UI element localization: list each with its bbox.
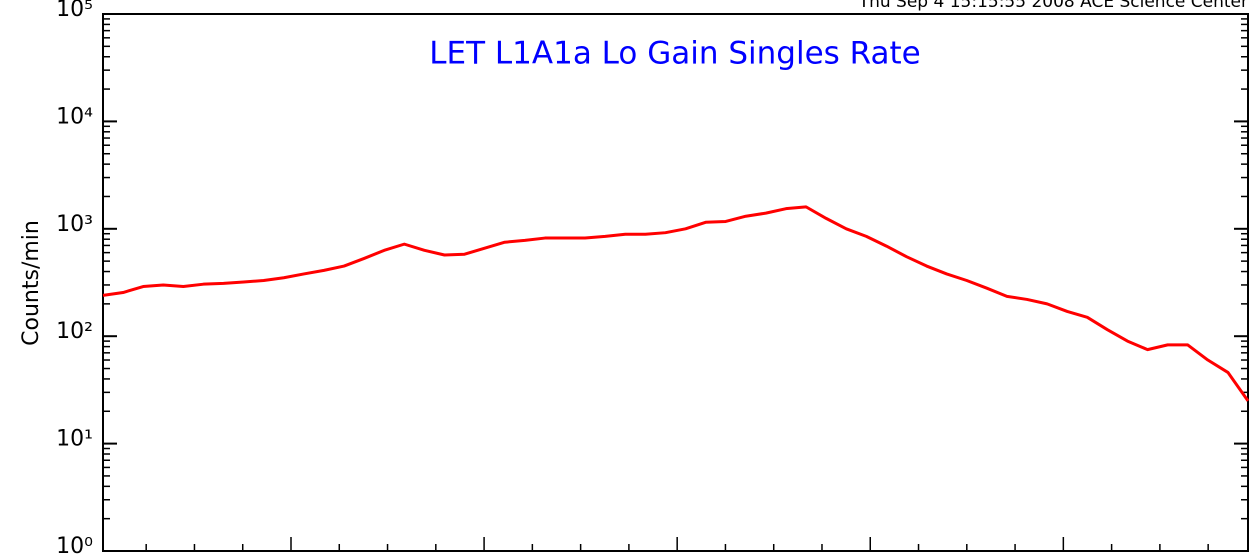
y-tick-label: 10⁰ — [56, 534, 93, 558]
chart-title: LET L1A1a Lo Gain Singles Rate — [429, 36, 921, 72]
y-tick-label: 10² — [56, 319, 93, 344]
y-tick-label: 10¹ — [56, 427, 93, 452]
y-tick-label: 10⁴ — [56, 104, 93, 129]
timestamp: Thu Sep 4 15:15:55 2008 ACE Science Cent… — [858, 0, 1248, 12]
y-tick-label: 10³ — [56, 212, 93, 237]
y-axis-label: Counts/min — [19, 220, 44, 346]
y-tick-label: 10⁵ — [56, 0, 93, 22]
data-line — [102, 205, 1250, 402]
plot-frame — [102, 13, 1249, 552]
